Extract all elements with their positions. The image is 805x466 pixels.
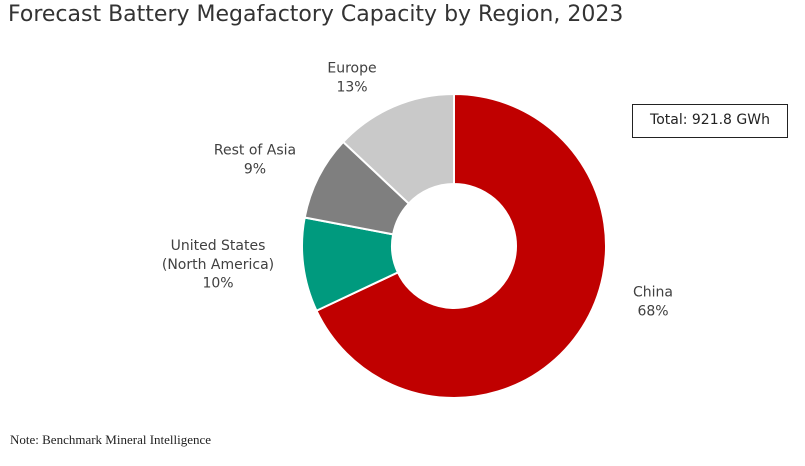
category-label: China bbox=[633, 284, 673, 300]
note: Note: Benchmark Mineral Intelligence bbox=[10, 432, 212, 447]
category-label: United States (North America) bbox=[161, 237, 275, 273]
chart-title: Forecast Battery Megafactory Capacity by… bbox=[8, 2, 624, 27]
category-label: Europe bbox=[327, 60, 377, 76]
slice bbox=[341, 92, 455, 205]
slice bbox=[315, 92, 607, 399]
value-label: 9% bbox=[243, 161, 267, 177]
value-label: 10% bbox=[202, 275, 234, 292]
value-label: 13% bbox=[336, 79, 368, 95]
value-label: 68% bbox=[637, 303, 669, 319]
annotation: Total: 921.8 GWh bbox=[632, 104, 788, 138]
category-label: Rest of Asia bbox=[213, 142, 297, 158]
